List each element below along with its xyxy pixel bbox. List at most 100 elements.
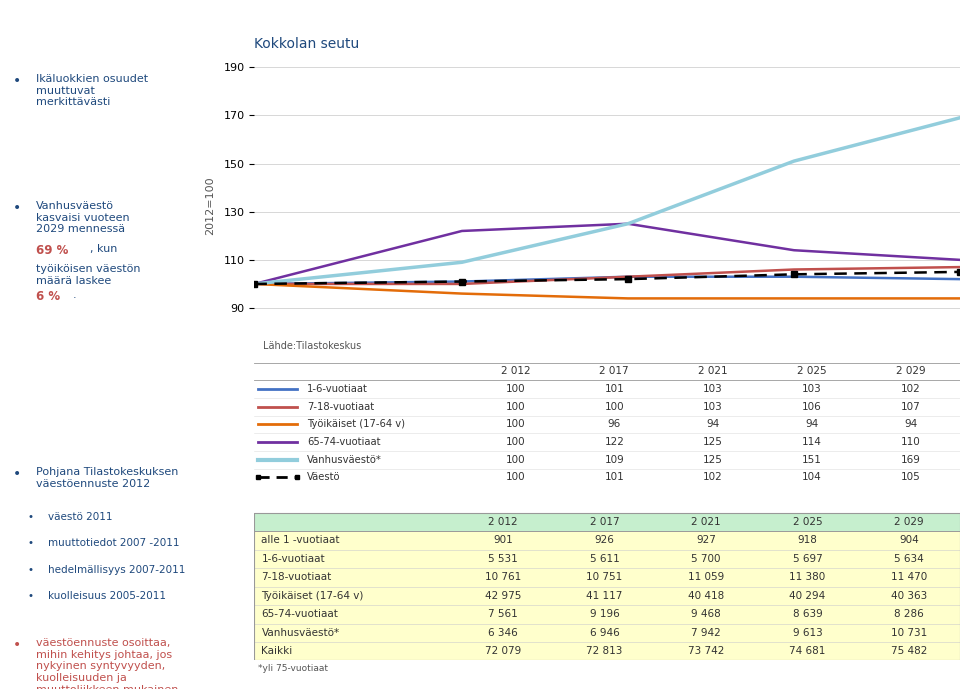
Text: 72 079: 72 079 <box>485 646 521 656</box>
Text: 151: 151 <box>802 455 822 464</box>
Text: .: . <box>73 289 76 300</box>
Text: •: • <box>28 565 34 575</box>
Text: 101: 101 <box>605 384 624 394</box>
Text: 927: 927 <box>696 535 716 546</box>
Text: 2 017: 2 017 <box>599 367 629 376</box>
Text: •: • <box>28 538 34 548</box>
Text: hedelmällisyys 2007-2011: hedelmällisyys 2007-2011 <box>48 565 185 575</box>
Y-axis label: 2012=100: 2012=100 <box>205 176 216 235</box>
Text: 2 021: 2 021 <box>691 517 721 527</box>
Text: väestöennuste osoittaa,
mihin kehitys johtaa, jos
nykyinen syntyvyyden,
kuolleis: väestöennuste osoittaa, mihin kehitys jo… <box>36 638 178 689</box>
Text: 7 942: 7 942 <box>691 628 721 638</box>
Text: 104: 104 <box>802 473 822 482</box>
Text: Työikäiset (17-64 v): Työikäiset (17-64 v) <box>261 590 364 601</box>
Text: 100: 100 <box>605 402 624 412</box>
Text: 8 639: 8 639 <box>793 609 823 619</box>
Bar <box>254 531 960 661</box>
Text: muuttotiedot 2007 -2011: muuttotiedot 2007 -2011 <box>48 538 180 548</box>
Text: työiköisen väestön
määrä laskee: työiköisen väestön määrä laskee <box>36 265 140 286</box>
Text: Kokkolan seutu: Kokkolan seutu <box>254 37 360 51</box>
Text: Vanhusväestö
kasvaisi vuoteen
2029 mennessä: Vanhusväestö kasvaisi vuoteen 2029 menne… <box>36 201 130 234</box>
Text: 9 196: 9 196 <box>589 609 619 619</box>
Text: 2 029: 2 029 <box>895 517 924 527</box>
Text: 2 012: 2 012 <box>488 517 517 527</box>
Text: 109: 109 <box>605 455 624 464</box>
Text: 901: 901 <box>492 535 513 546</box>
Text: 102: 102 <box>703 473 723 482</box>
Text: 69 %: 69 % <box>36 244 68 257</box>
Text: 74 681: 74 681 <box>789 646 826 656</box>
Text: 6 %: 6 % <box>36 289 60 302</box>
Text: 40 418: 40 418 <box>688 590 724 601</box>
Text: 904: 904 <box>900 535 919 546</box>
Text: Kaikki: Kaikki <box>261 646 293 656</box>
Text: 101: 101 <box>605 473 624 482</box>
Text: 106: 106 <box>802 402 822 412</box>
Text: alle 1 -vuotiaat: alle 1 -vuotiaat <box>261 535 340 546</box>
Text: 5 700: 5 700 <box>691 554 721 564</box>
Text: 2 025: 2 025 <box>793 517 823 527</box>
Text: , kun: , kun <box>90 244 118 254</box>
Text: Vanhusväestö*: Vanhusväestö* <box>261 628 340 638</box>
Text: •: • <box>28 591 34 601</box>
Text: 7-18-vuotiaat: 7-18-vuotiaat <box>261 573 332 582</box>
Text: 2 029: 2 029 <box>896 367 925 376</box>
Text: 122: 122 <box>604 437 624 447</box>
Text: 169: 169 <box>900 455 921 464</box>
Text: Vanhusväestö*: Vanhusväestö* <box>307 455 382 464</box>
Text: 5 697: 5 697 <box>793 554 823 564</box>
Text: 107: 107 <box>900 402 921 412</box>
Text: 5 634: 5 634 <box>895 554 924 564</box>
Text: 105: 105 <box>900 473 921 482</box>
Text: 73 742: 73 742 <box>687 646 724 656</box>
Text: Ennustettu väestönkehitys ikäluokittain: Ennustettu väestönkehitys ikäluokittain <box>8 17 512 38</box>
Text: 94: 94 <box>904 420 917 429</box>
Text: väestö 2011: väestö 2011 <box>48 511 113 522</box>
Text: 100: 100 <box>506 420 525 429</box>
Text: 125: 125 <box>703 455 723 464</box>
Text: 103: 103 <box>703 384 723 394</box>
Text: 1-6-vuotiaat: 1-6-vuotiaat <box>261 554 325 564</box>
Text: •: • <box>28 511 34 522</box>
Text: 110: 110 <box>900 437 921 447</box>
Text: FCG: FCG <box>880 14 946 41</box>
Bar <box>254 513 960 531</box>
Text: 5 611: 5 611 <box>589 554 619 564</box>
Text: 41 117: 41 117 <box>587 590 623 601</box>
Text: *yli 75-vuotiaat: *yli 75-vuotiaat <box>258 664 328 673</box>
Text: 5 531: 5 531 <box>488 554 517 564</box>
Text: 40 294: 40 294 <box>789 590 826 601</box>
Text: 10 751: 10 751 <box>587 573 622 582</box>
Text: 72 813: 72 813 <box>587 646 623 656</box>
Text: 1-6-vuotiaat: 1-6-vuotiaat <box>307 384 369 394</box>
Text: 75 482: 75 482 <box>891 646 927 656</box>
Text: 103: 103 <box>703 402 723 412</box>
Text: 94: 94 <box>707 420 720 429</box>
Text: Pohjana Tilastokeskuksen
väestöennuste 2012: Pohjana Tilastokeskuksen väestöennuste 2… <box>36 467 178 489</box>
Text: 2 021: 2 021 <box>698 367 728 376</box>
Text: 6 946: 6 946 <box>589 628 619 638</box>
Text: 102: 102 <box>900 384 921 394</box>
Text: •: • <box>12 467 21 481</box>
Text: 94: 94 <box>805 420 819 429</box>
Text: 8 286: 8 286 <box>895 609 924 619</box>
Text: 7-18-vuotiaat: 7-18-vuotiaat <box>307 402 374 412</box>
Text: 10 731: 10 731 <box>891 628 927 638</box>
Text: 11 470: 11 470 <box>891 573 927 582</box>
Text: ●: ● <box>948 25 958 35</box>
Bar <box>254 513 960 661</box>
Text: 11 380: 11 380 <box>789 573 826 582</box>
Text: 114: 114 <box>802 437 822 447</box>
Text: 125: 125 <box>703 437 723 447</box>
Text: 10 761: 10 761 <box>485 573 521 582</box>
Text: •: • <box>12 638 21 652</box>
Text: 7 561: 7 561 <box>488 609 517 619</box>
Text: 103: 103 <box>802 384 822 394</box>
Text: Työikäiset (17-64 v): Työikäiset (17-64 v) <box>307 420 405 429</box>
Text: 2 012: 2 012 <box>501 367 530 376</box>
Text: 11 059: 11 059 <box>688 573 724 582</box>
Text: 100: 100 <box>506 455 525 464</box>
Text: 100: 100 <box>506 473 525 482</box>
Text: 2 017: 2 017 <box>589 517 619 527</box>
Text: 6 346: 6 346 <box>488 628 517 638</box>
